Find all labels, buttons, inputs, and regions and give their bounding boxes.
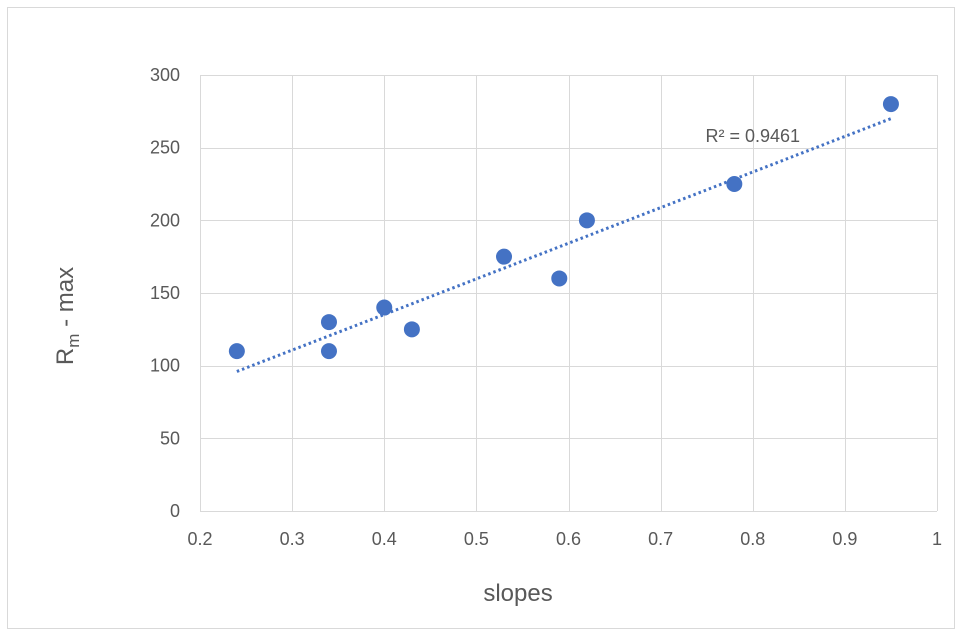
y-axis-title-main: R	[52, 348, 79, 365]
x-tick-label: 0.9	[832, 529, 857, 549]
x-tick-label: 0.7	[648, 529, 673, 549]
y-tick-label: 50	[160, 428, 180, 448]
annotations: R² = 0.9461	[705, 126, 800, 146]
x-tick-label: 0.2	[187, 529, 212, 549]
data-point	[578, 212, 595, 229]
data-point	[320, 343, 337, 360]
x-tick-label: 0.5	[464, 529, 489, 549]
data-point	[403, 321, 420, 338]
data-point	[376, 299, 393, 316]
y-tick-label: 250	[150, 138, 180, 158]
r-squared-annotation: R² = 0.9461	[705, 126, 800, 146]
data-point	[882, 96, 899, 113]
y-tick-label: 100	[150, 356, 180, 376]
data-points	[228, 96, 899, 360]
trendline-layer	[236, 117, 892, 373]
data-point	[496, 248, 513, 265]
y-tick-label: 150	[150, 283, 180, 303]
y-tick-label: 0	[170, 501, 180, 521]
y-tick-label: 300	[150, 65, 180, 85]
data-point	[726, 176, 743, 192]
x-axis-tick-labels: 0.2 0.3 0.4 0.5 0.6 0.7 0.8 0.9 1	[187, 529, 942, 549]
x-axis-title: slopes	[483, 580, 552, 607]
y-axis-title-subscript: m	[64, 334, 83, 348]
y-axis-tick-labels: 0 50 100 150 200 250 300	[150, 65, 180, 521]
chart-area-border	[7, 7, 955, 629]
x-tick-label: 0.3	[280, 529, 305, 549]
data-point	[551, 270, 568, 287]
y-tick-label: 200	[150, 210, 180, 230]
x-tick-label: 0.6	[556, 529, 581, 549]
trendline	[236, 117, 892, 373]
x-tick-label: 0.8	[740, 529, 765, 549]
data-point	[320, 314, 337, 331]
y-axis-title: Rm - max	[52, 267, 83, 365]
x-tick-label: 1	[932, 529, 942, 549]
x-tick-label: 0.4	[372, 529, 397, 549]
gridlines	[200, 75, 938, 512]
data-point	[228, 343, 245, 360]
y-axis-title-suffix: - max	[52, 267, 79, 334]
